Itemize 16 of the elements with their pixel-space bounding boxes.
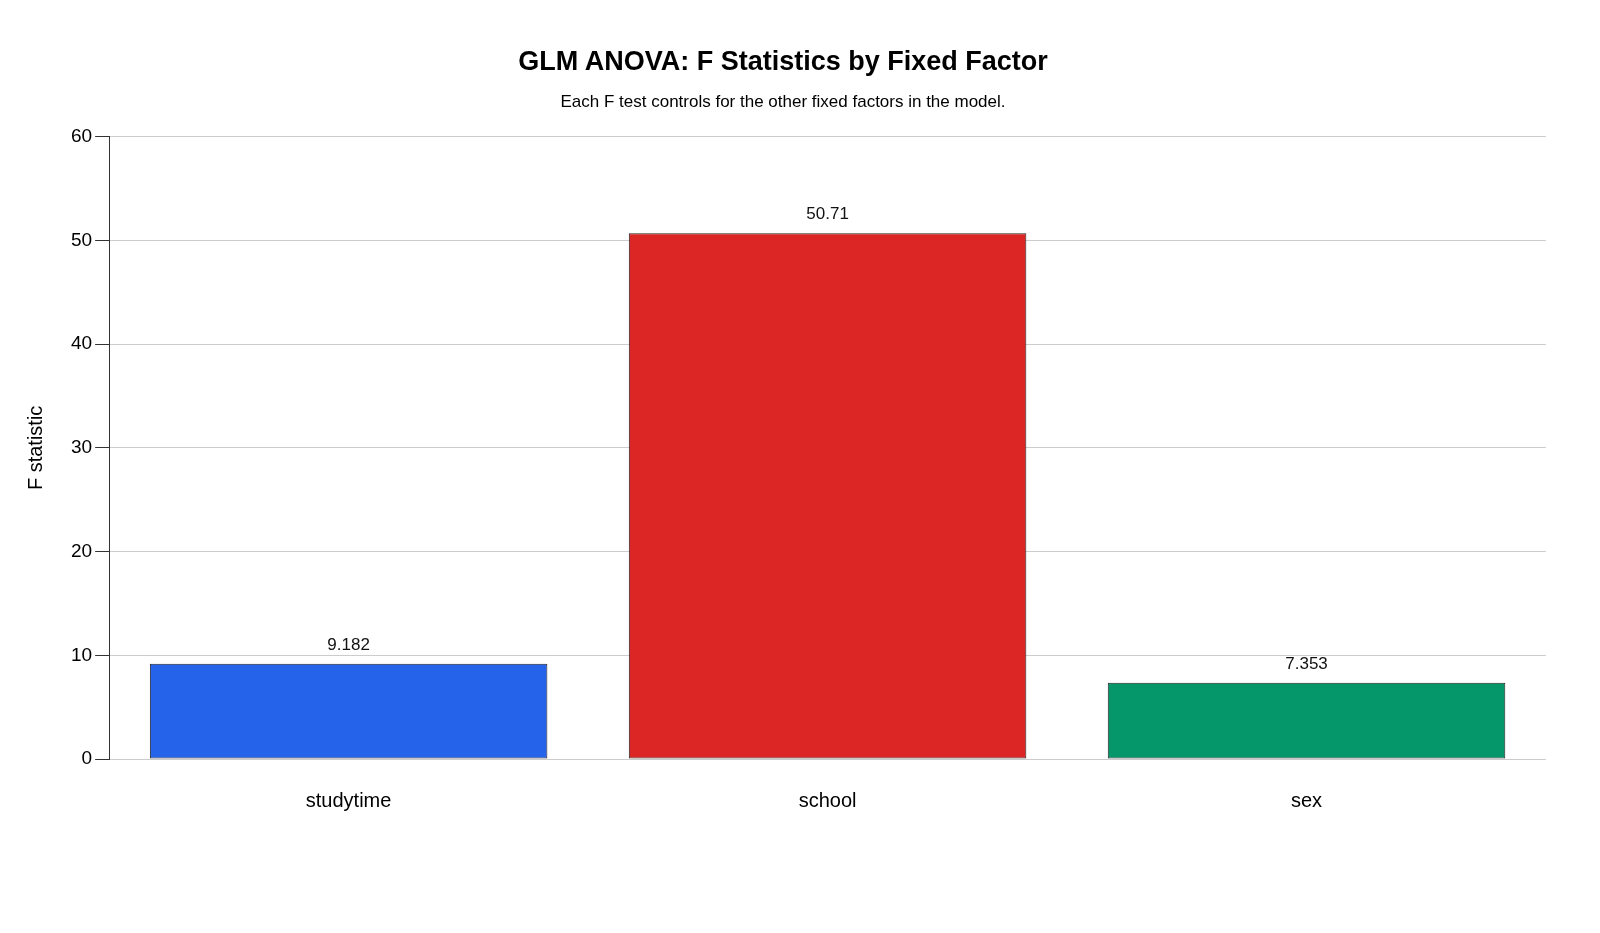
- data-label: 9.182: [327, 634, 370, 654]
- y-tick-label: 0: [81, 747, 93, 769]
- x-tick-label: sex: [1290, 788, 1323, 811]
- y-tick-label: 20: [70, 539, 93, 561]
- chart-subtitle: Each F test controls for the other fixed factors in the model.: [560, 92, 1006, 112]
- y-tick-label: 30: [70, 436, 93, 458]
- y-tick-label: 60: [70, 125, 93, 147]
- y-tick-label: 50: [70, 228, 93, 250]
- x-tick-label: school: [798, 788, 857, 811]
- y-tick-label: 40: [70, 332, 93, 354]
- y-axis-title: F statistic: [23, 405, 46, 491]
- y-tick-label: 10: [70, 643, 93, 665]
- chart-title: GLM ANOVA: F Statistics by Fixed Factor: [518, 45, 1049, 76]
- data-label: 50.71: [806, 204, 849, 224]
- data-label: 7.353: [1285, 653, 1328, 673]
- x-tick-label: studytime: [305, 788, 392, 811]
